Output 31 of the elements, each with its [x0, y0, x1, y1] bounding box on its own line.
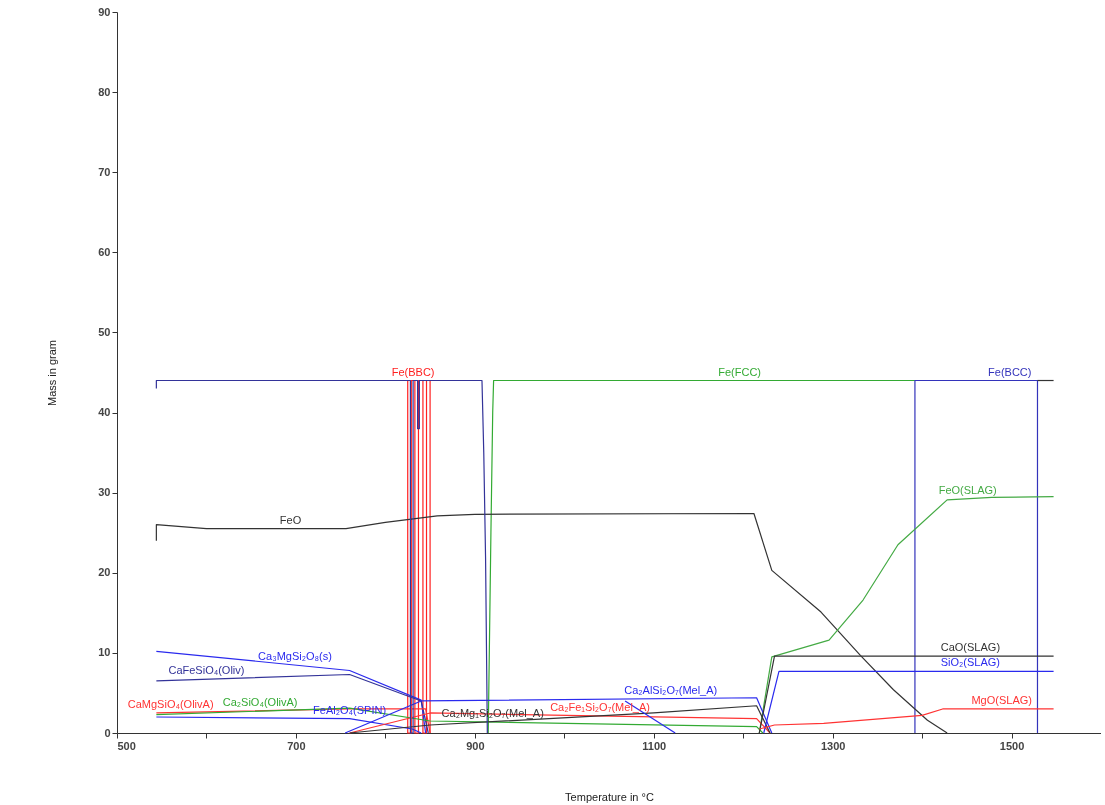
annotation: Ca₂SiO₄(OlivA): [222, 696, 298, 709]
x-axis-title: Temperature in °C: [565, 790, 654, 803]
y-tick-label: 0: [104, 726, 111, 739]
annotation: CaMgSiO₄(OlivA): [127, 697, 214, 710]
y-tick-label: 50: [98, 325, 111, 338]
annotation: FeO: [279, 513, 302, 526]
annotation: FeO(SLAG): [938, 484, 997, 497]
x-tick-label: 1300: [820, 739, 846, 752]
y-tick-label: 30: [98, 486, 111, 499]
x-tick-label: 700: [287, 739, 306, 752]
annotation: Fe(FCC): [718, 365, 761, 378]
annotation: MgO(SLAG): [971, 693, 1032, 706]
annotation: Ca₃MgSi₂O₈(s): [258, 649, 332, 662]
y-tick-label: 20: [98, 566, 111, 579]
annotation: CaO(SLAG): [940, 641, 1001, 654]
annotation: Fe(BCC): [988, 365, 1032, 378]
y-tick-label: 90: [98, 5, 111, 18]
annotation: SiO₂(SLAG): [940, 656, 1001, 669]
y-tick-label: 80: [98, 85, 111, 98]
y-axis-title: Mass in gram: [46, 339, 59, 407]
x-tick-label: 1100: [642, 739, 667, 752]
annotation: Ca₂AlSi₂O₇(Mel_A): [624, 683, 718, 696]
x-tick-label: 1500: [999, 739, 1025, 752]
y-tick-label: 40: [98, 406, 111, 419]
x-tick-label: 500: [117, 739, 136, 752]
x-tick-label: 900: [466, 739, 485, 752]
annotation: Fe(BBC): [391, 365, 435, 378]
y-tick-label: 10: [98, 646, 111, 659]
y-tick-label: 70: [98, 165, 111, 178]
y-tick-label: 60: [98, 245, 111, 258]
annotation: CaFeSiO₄(Oliv): [168, 664, 245, 677]
